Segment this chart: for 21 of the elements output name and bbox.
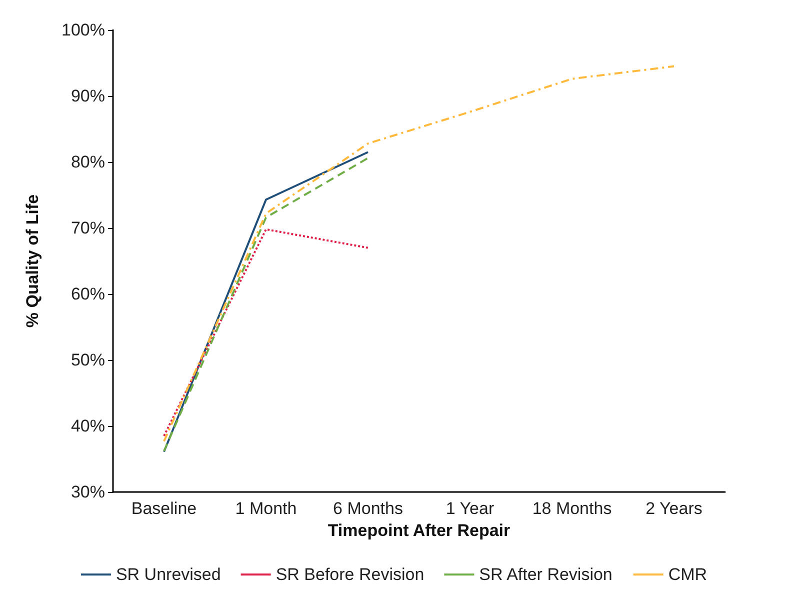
y-tick-label: 50%: [70, 350, 105, 370]
y-tick-label: 70%: [70, 218, 105, 238]
y-axis-title: % Quality of Life: [23, 194, 42, 328]
x-tick-label: Baseline: [131, 499, 197, 518]
y-tick-label: 90%: [70, 86, 105, 106]
legend-label: SR Unrevised: [116, 565, 221, 584]
line-series: [163, 65, 675, 442]
y-tick-label: 30%: [70, 482, 105, 502]
y-tick-label: 40%: [70, 416, 105, 436]
x-tick-label: 2 Years: [646, 499, 702, 518]
x-axis-title: Timepoint After Repair: [328, 521, 511, 540]
y-tick-label: 80%: [70, 152, 105, 172]
y-tick-label: 100%: [62, 20, 105, 40]
x-tick-label: 6 Months: [333, 499, 403, 518]
x-tick-label: 1 Month: [235, 499, 297, 518]
legend-label: SR Before Revision: [276, 565, 424, 584]
legend-label: CMR: [668, 565, 708, 584]
legend-label: SR After Revision: [479, 565, 612, 584]
y-tick-label: 60%: [70, 284, 105, 304]
x-tick-label: 18 Months: [532, 499, 612, 518]
x-tick-label: 1 Year: [446, 499, 494, 518]
